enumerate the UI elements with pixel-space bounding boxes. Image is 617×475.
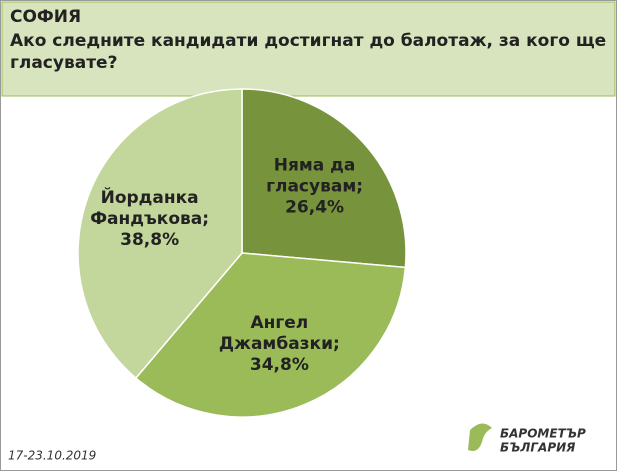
slice-label: Няма да гласувам; xyxy=(266,156,363,197)
chart-subtitle: Ако следните кандидати достигнат до бало… xyxy=(10,31,606,73)
pie-slice xyxy=(241,88,407,269)
date: 17-23.10.2019 xyxy=(8,449,96,463)
logo-top: БАРОМЕТЪР xyxy=(500,427,586,441)
chart-title: СОФИЯ xyxy=(10,7,81,27)
pie-slice xyxy=(77,88,243,380)
logo-bottom: БЪЛГАРИЯ xyxy=(500,441,575,455)
header xyxy=(1,1,616,97)
value-label: 38,8% xyxy=(120,230,179,250)
slice-label: Йорданка Фандъкова; xyxy=(90,186,209,229)
value-label: 34,8% xyxy=(250,355,309,375)
logo-icon xyxy=(468,423,492,451)
value-label: 26,4% xyxy=(285,198,344,218)
pie-slice xyxy=(134,252,407,418)
slice-label: Ангел Джамбазки; xyxy=(219,313,340,354)
